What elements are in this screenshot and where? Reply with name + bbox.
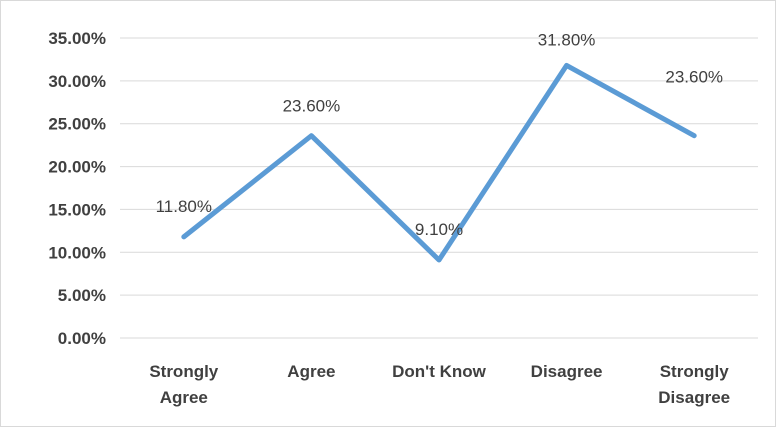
x-tick-label: Disagree [531, 362, 603, 381]
y-tick-label: 0.00% [58, 329, 106, 348]
y-tick-label: 15.00% [48, 200, 106, 219]
y-tick-label: 25.00% [48, 115, 106, 134]
y-tick-label: 35.00% [48, 29, 106, 48]
x-tick-label-line: Agree [160, 388, 208, 407]
data-label: 23.60% [283, 97, 341, 116]
y-tick-label: 10.00% [48, 243, 106, 262]
y-tick-label: 30.00% [48, 72, 106, 91]
y-tick-label: 5.00% [58, 286, 106, 305]
x-tick-label-line: Agree [287, 362, 335, 381]
x-tick-label: Don't Know [392, 362, 487, 381]
x-tick-label-line: Disagree [658, 388, 730, 407]
data-label: 31.80% [538, 30, 596, 49]
x-tick-label-line: Strongly [660, 362, 729, 381]
x-tick-label: Strongly Agree [149, 362, 218, 407]
data-label: 11.80% [156, 197, 212, 216]
x-tick-label-line: Strongly [149, 362, 218, 381]
x-tick-label-line: Don't Know [392, 362, 487, 381]
x-tick-label-line: Disagree [531, 362, 603, 381]
y-tick-label: 20.00% [48, 158, 106, 177]
data-label: 9.10% [415, 220, 463, 239]
x-tick-label: Agree [287, 362, 335, 381]
x-tick-label: Strongly Disagree [658, 362, 730, 407]
data-label: 23.60% [665, 68, 723, 87]
